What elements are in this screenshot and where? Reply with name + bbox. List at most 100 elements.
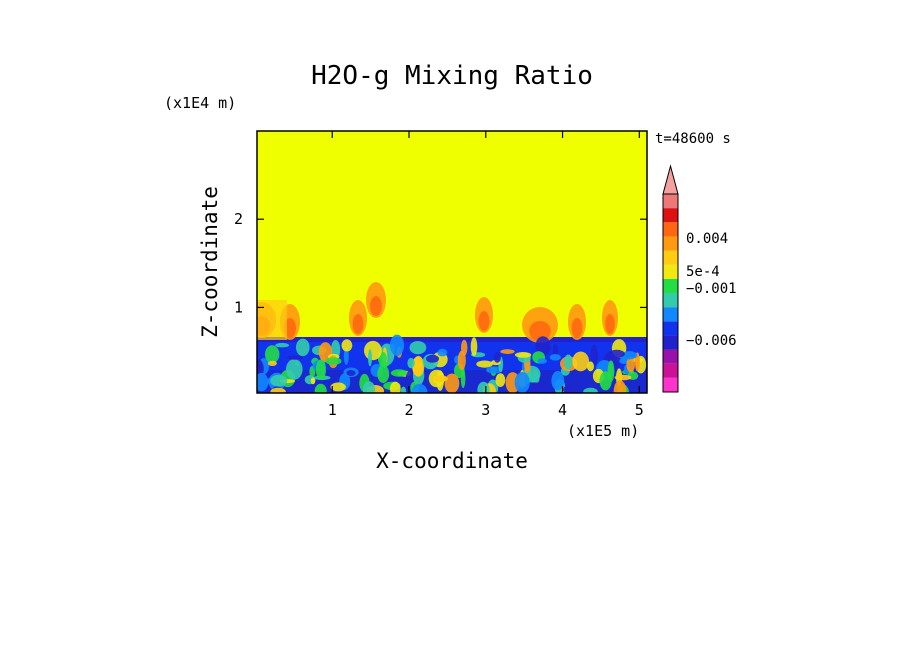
moisture-plume-core	[370, 296, 382, 316]
turbulence-cell	[364, 340, 382, 361]
plot-frame	[256, 130, 648, 394]
turbulence-cell	[613, 380, 627, 393]
turbulence-cell	[476, 360, 493, 368]
turbulence-cell	[286, 358, 303, 380]
turbulence-cell	[286, 355, 304, 360]
turbulence-cell	[551, 371, 565, 391]
colorbar-segment	[663, 278, 678, 293]
x-tick-label: 2	[404, 401, 413, 419]
moisture-plume-core	[478, 311, 490, 331]
turbulence-cell	[390, 369, 408, 377]
turbulence-cell	[341, 339, 353, 352]
turbulence-cell	[614, 374, 632, 381]
turbulence-cell	[432, 375, 448, 382]
turbulence-cell	[437, 348, 448, 357]
turbulence-cell	[275, 343, 289, 348]
chart-title: H2O-g Mixing Ratio	[311, 61, 593, 91]
turbulence-cell	[330, 382, 346, 392]
turbulence-cell	[564, 354, 573, 370]
colorbar-label: −0.006	[686, 333, 737, 349]
turbulence-cell	[514, 372, 530, 393]
turbulence-cell	[265, 345, 280, 364]
colorbar-frame	[662, 193, 679, 393]
turbulence-cell	[400, 386, 407, 393]
x-ticks: 1 2 3 4 5	[328, 131, 644, 419]
colorbar-segment	[663, 321, 678, 336]
turbulence-cell	[599, 371, 612, 391]
turbulence-cell	[292, 382, 298, 388]
turbulence-cell	[407, 357, 415, 369]
turbulence-cell	[470, 337, 478, 356]
colorbar-segment	[663, 208, 678, 223]
turbulence-cell	[495, 373, 506, 387]
turbulence-cell	[549, 354, 561, 361]
turbulence-cell	[500, 349, 515, 354]
mixing-ratio-field	[257, 282, 647, 393]
boundary-layer-top	[257, 337, 647, 342]
colorbar-segment	[663, 293, 678, 308]
colorbar-label: 5e-4	[686, 264, 720, 280]
moisture-plume-core	[529, 321, 551, 341]
turbulence-cell	[270, 374, 288, 387]
moisture-plume-core	[605, 314, 615, 334]
x-tick-label: 3	[481, 401, 490, 419]
y-axis-label: Z-coordinate	[198, 186, 222, 338]
turbulence-cell	[389, 381, 401, 393]
turbulence-cell	[379, 361, 390, 368]
colorbar-segment	[663, 264, 678, 279]
colorbar-label: 0.004	[686, 231, 728, 247]
turbulence-cell	[297, 383, 303, 393]
turbulence-cell	[411, 383, 428, 393]
turbulence-cell	[257, 372, 269, 392]
turbulence-cell	[626, 357, 635, 373]
colorbar-segment	[663, 250, 678, 265]
y-ticks: 12	[234, 210, 647, 316]
colorbar: 0.004 5e-4−0.001 −0.006	[662, 164, 737, 393]
colorbar-segment	[663, 377, 678, 392]
moisture-plume-core	[352, 314, 364, 334]
y-tick-label: 1	[234, 298, 243, 316]
x-tick-label: 1	[328, 401, 337, 419]
turbulence-cell	[493, 352, 501, 363]
colorbar-segment	[663, 236, 678, 251]
colorbar-segment	[663, 349, 678, 364]
moisture-plume-core	[571, 318, 583, 338]
x-tick-label: 4	[558, 401, 567, 419]
x-tick-label: 5	[635, 401, 644, 419]
turbulence-cell	[563, 385, 575, 393]
colorbar-label: −0.001	[686, 281, 737, 297]
turbulence-cell	[514, 352, 532, 358]
turbulence-cell	[486, 366, 503, 374]
turbulence-cell	[457, 350, 466, 371]
turbulence-cell	[572, 351, 590, 372]
colorbar-extend-arrow	[662, 164, 679, 195]
turbulence-cell	[583, 387, 598, 393]
turbulence-cell	[587, 361, 594, 372]
turbulence-cell	[296, 338, 310, 357]
turbulence-cell	[444, 373, 460, 393]
turbulence-cell	[608, 349, 625, 358]
turbulence-cell	[325, 357, 342, 365]
turbulence-cell	[621, 351, 638, 360]
turbulence-cell	[426, 354, 439, 363]
moisture-plume-edge	[257, 300, 287, 340]
turbulence-cell	[389, 334, 405, 356]
turbulence-cell	[310, 377, 316, 385]
turbulence-cell	[526, 382, 544, 389]
turbulence-cell	[537, 358, 547, 364]
turbulence-cell	[270, 387, 286, 393]
turbulence-cell	[343, 347, 349, 365]
turbulence-cell	[377, 365, 390, 383]
colorbar-segment	[663, 194, 678, 209]
x-axis-label: X-coordinate	[376, 449, 528, 473]
turbulence-cell	[315, 359, 326, 380]
turbulence-cell	[535, 336, 551, 357]
turbulence-cell	[412, 355, 425, 377]
turbulence-cell	[267, 360, 277, 366]
turbulence-cell	[314, 383, 327, 393]
x-unit-label: (x1E5 m)	[567, 422, 639, 440]
colorbar-segment	[663, 335, 678, 350]
colorbar-segment	[663, 363, 678, 378]
